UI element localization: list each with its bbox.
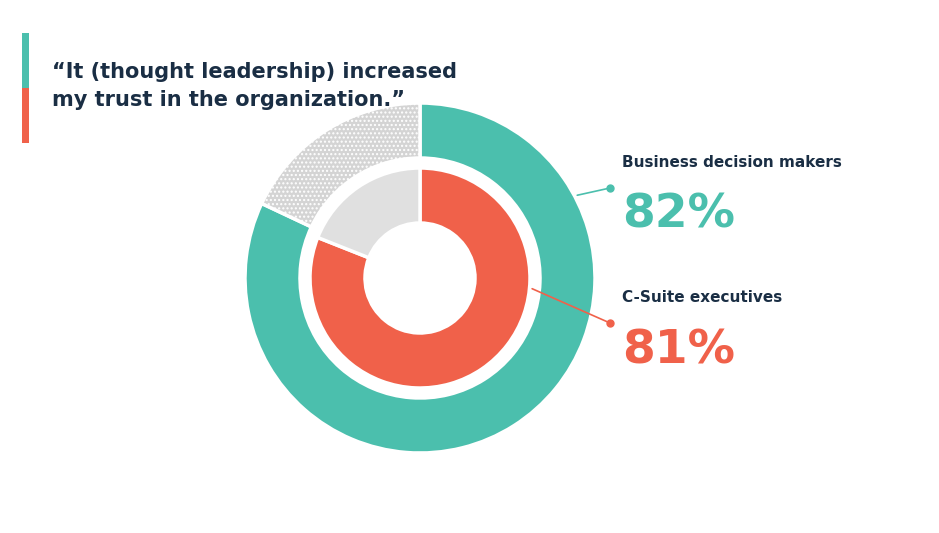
Text: Business decision makers: Business decision makers <box>622 155 842 170</box>
Wedge shape <box>310 168 530 388</box>
Bar <box>22 88 29 143</box>
Wedge shape <box>317 168 420 258</box>
Text: 81%: 81% <box>622 328 735 373</box>
Wedge shape <box>245 103 595 453</box>
Text: “It (thought leadership) increased
my trust in the organization.”: “It (thought leadership) increased my tr… <box>52 62 457 110</box>
Bar <box>22 33 29 88</box>
Text: C-Suite executives: C-Suite executives <box>622 290 782 305</box>
Wedge shape <box>262 103 420 227</box>
Text: 82%: 82% <box>622 193 735 238</box>
